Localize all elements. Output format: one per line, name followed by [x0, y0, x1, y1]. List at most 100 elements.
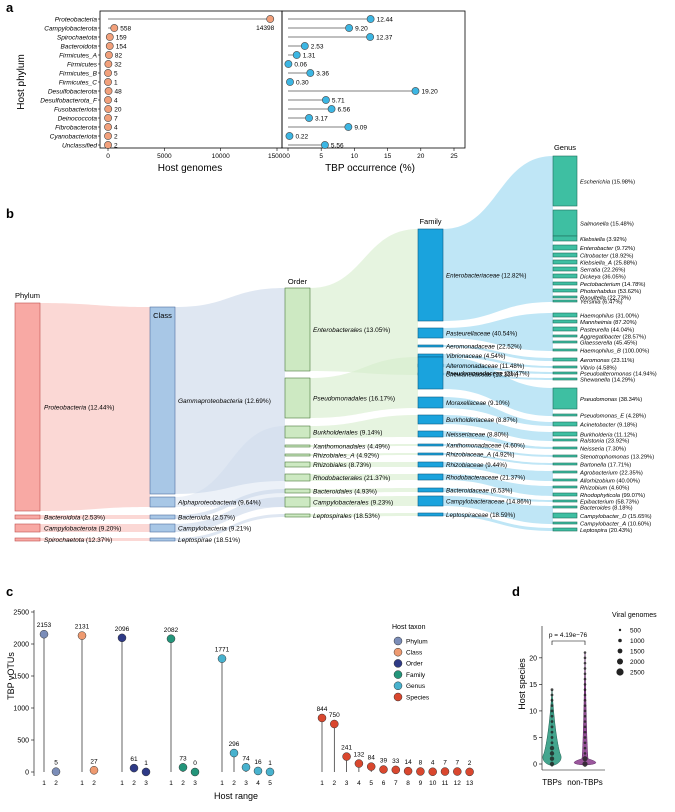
phylum-label: Proteobacteria [55, 17, 98, 24]
host-genomes-value: 4 [114, 98, 118, 105]
legend-size-label: 2500 [630, 670, 645, 677]
host-range-value: 1 [268, 760, 272, 767]
legend-size-label: 2000 [630, 659, 645, 666]
genus-node [552, 505, 578, 509]
host-range-tick-label: 2 [92, 780, 96, 787]
host-range-value: 39 [380, 758, 388, 765]
host-range-tick-label: 1 [42, 780, 46, 787]
y-tick-label: 500 [17, 738, 29, 745]
host-genomes-value: 4 [114, 125, 118, 132]
genus-label: Pseudomonas (38.34%) [580, 397, 642, 403]
host-range-value: 14 [404, 759, 412, 766]
host-range-point [178, 763, 188, 772]
violin-dot [583, 720, 587, 723]
host-range-tick-label: 11 [442, 780, 449, 787]
phylum-label: Firmicutes_C [59, 80, 98, 87]
y-tick-label: 20 [529, 655, 537, 662]
family-node [417, 430, 444, 438]
genus-label: Serratia (22.26%) [580, 267, 626, 273]
host-range-tick-label: 4 [256, 780, 260, 787]
sankey-flow [443, 474, 553, 496]
host-range-tick-label: 8 [406, 780, 410, 787]
legend-size-label: 500 [630, 628, 641, 635]
genus-label: Yersinia (6.47%) [580, 299, 623, 305]
violin-dot [549, 761, 555, 767]
family-node [417, 495, 444, 507]
phylum-label: Campylobacterota [44, 26, 97, 33]
y-tick-label: 1000 [13, 706, 29, 713]
genus-label: Bacteroides (8.18%) [580, 505, 633, 511]
violin-dot [550, 709, 554, 713]
host-range-value: 84 [368, 755, 376, 762]
sankey-flow [310, 357, 418, 418]
order-node [284, 425, 311, 439]
genus-node [552, 326, 578, 332]
tbp-occurrence-point [322, 96, 330, 104]
family-label: Aeromonadaceae (22.52%) [445, 343, 522, 350]
panel-label-b: b [6, 206, 14, 221]
sankey-flow [175, 514, 285, 541]
phylum-node [14, 302, 41, 512]
phylum-label: Spirochaetota [57, 35, 97, 42]
class-node [149, 306, 176, 495]
sankey-flow [443, 354, 553, 368]
family-node [417, 461, 444, 468]
host-range-tick-label: 7 [394, 780, 398, 787]
legend-label: Species [406, 694, 430, 701]
genus-label: Dickeya (36.05%) [580, 274, 626, 280]
host-genomes-point [104, 105, 113, 113]
class-node [149, 514, 176, 520]
genus-label: Glaesserella (45.45%) [580, 340, 637, 346]
family-node [417, 356, 444, 390]
host-range-tick-label: 3 [244, 780, 248, 787]
sankey-flow [443, 415, 553, 441]
tbp-occurrence-point [286, 78, 294, 86]
genus-label: Bartonella (17.71%) [580, 462, 631, 468]
genus-label: Pasteurella (44.04%) [580, 327, 634, 333]
genus-node [552, 478, 578, 482]
host-range-tick-label: 5 [268, 780, 272, 787]
genus-label: Campylobacter_A (10.60%) [580, 521, 651, 527]
order-label: Rhizobiales (8.73%) [313, 462, 371, 469]
genus-node [552, 209, 578, 237]
tbp-occurrence-point [321, 141, 329, 149]
violin-dot [583, 667, 587, 670]
family-label: Burkholderiaceae (8.87%) [446, 417, 518, 424]
host-range-point [440, 767, 450, 776]
genus-label: Vibrio (4.58%) [580, 365, 617, 371]
phylum-label: Fibrobacterota [55, 125, 97, 132]
sankey-column-header: Family [419, 217, 441, 226]
host-range-value: 61 [130, 756, 138, 763]
x-tick-label: 5000 [157, 153, 172, 160]
tbp-occurrence-point [344, 123, 353, 131]
host-genomes-point [104, 69, 112, 77]
genus-node [552, 413, 578, 417]
legend-swatch [393, 636, 403, 646]
genus-node [552, 527, 578, 532]
phylum-label: Firmicutes_B [59, 71, 98, 78]
family-node [417, 353, 444, 358]
host-range-point [366, 762, 376, 771]
violin-dot [550, 693, 554, 697]
violin-dot [583, 752, 587, 755]
sankey-flow [443, 488, 553, 502]
phylum-node [14, 523, 41, 533]
violin-dot [583, 730, 587, 734]
order-label: Leptospirales (18.53%) [313, 513, 380, 520]
x-tick-label: 0 [286, 153, 290, 160]
violin-dot [550, 704, 554, 708]
violin-dot [583, 714, 587, 718]
violin-dot [583, 725, 587, 729]
genus-node [552, 235, 578, 242]
order-node [284, 377, 311, 419]
violin-dot [550, 741, 554, 745]
order-label: Burkholderiales (9.14%) [313, 429, 382, 436]
host-range-point [253, 766, 263, 776]
family-label: Pasteurellaceae (40.54%) [446, 330, 517, 337]
host-range-tick-label: 1 [169, 780, 173, 787]
sankey-flow [443, 397, 553, 426]
host-range-point [342, 752, 351, 761]
host-range-tick-label: 3 [144, 780, 148, 787]
violin-dot [550, 725, 554, 729]
genus-label: Epibacterium (58.73%) [580, 499, 639, 505]
